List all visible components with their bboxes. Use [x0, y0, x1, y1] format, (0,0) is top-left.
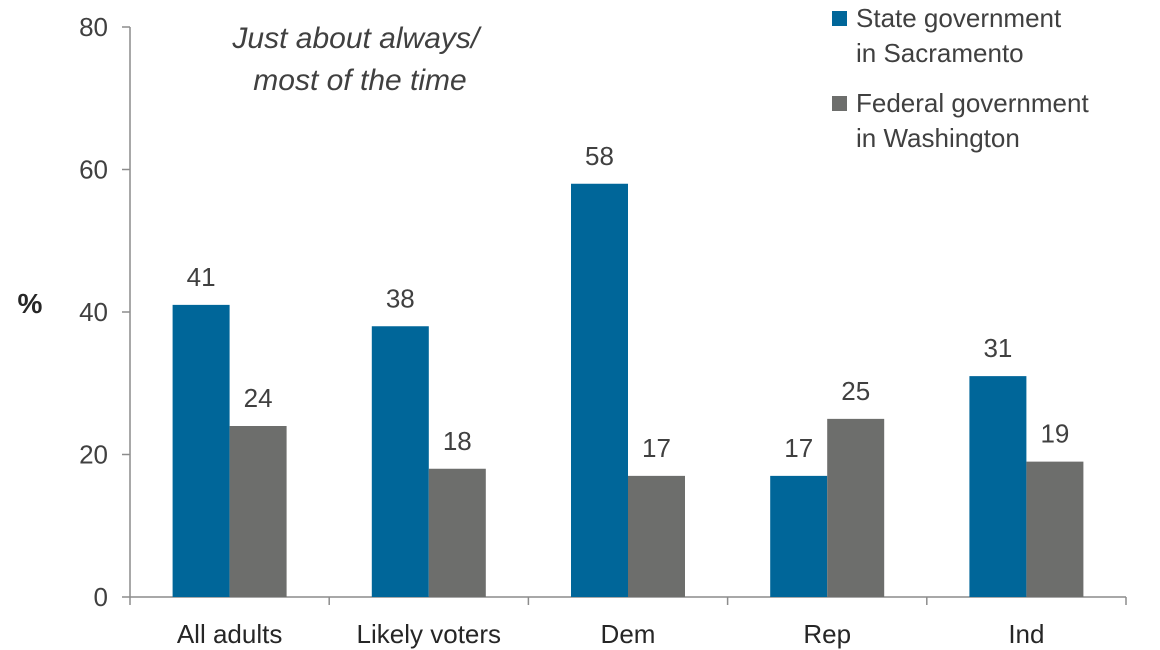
chart-annotation-line-2: most of the time	[253, 64, 466, 97]
data-label: 18	[443, 426, 472, 456]
data-label: 19	[1040, 419, 1069, 449]
y-tick-label: 40	[79, 297, 108, 327]
bar-federal-all-adults	[229, 426, 287, 597]
x-category-label: All adults	[177, 619, 283, 649]
legend: State government in Sacramento Federal g…	[832, 3, 1096, 153]
data-label: 25	[841, 376, 870, 406]
axes: 0 20 40 60 80	[79, 12, 1127, 612]
data-label: 58	[585, 141, 614, 171]
y-tick-label: 60	[79, 155, 108, 185]
data-label: 17	[784, 433, 813, 463]
data-label: 17	[642, 433, 671, 463]
legend-swatch-state	[832, 11, 847, 26]
chart-annotation: Just about always/ most of the time	[231, 22, 487, 97]
bar-state-ind	[969, 376, 1027, 597]
y-tick-label: 80	[79, 12, 108, 42]
y-tick-label: 20	[79, 440, 108, 470]
x-category-label: Dem	[601, 619, 656, 649]
x-category-label: Rep	[803, 619, 851, 649]
data-label: 38	[386, 283, 415, 313]
chart-annotation-line-1: Just about always/	[231, 22, 481, 55]
x-category-label: Likely voters	[357, 619, 502, 649]
legend-label-federal: Federal government in Washington	[856, 88, 1096, 153]
y-tick-label: 0	[94, 582, 108, 612]
bars	[172, 183, 1084, 597]
bar-federal-ind	[1026, 461, 1084, 597]
bar-state-rep	[770, 475, 828, 597]
legend-label-state: State government in Sacramento	[856, 3, 1068, 68]
data-label: 24	[244, 383, 273, 413]
bar-state-dem	[571, 183, 628, 597]
y-axis-label: %	[18, 288, 43, 319]
legend-swatch-federal	[832, 96, 847, 111]
data-label: 41	[187, 262, 216, 292]
bar-federal-likely-voters	[428, 468, 486, 597]
bar-federal-dem	[628, 475, 685, 597]
x-category-label: Ind	[1008, 619, 1044, 649]
bar-federal-rep	[827, 418, 885, 597]
data-label: 31	[983, 333, 1012, 363]
bar-state-likely-voters	[371, 326, 429, 597]
labels: 41 24 All adults 38 18 Likely voters 58 17 Dem 17…	[177, 141, 1070, 649]
bar-state-all-adults	[172, 304, 230, 597]
